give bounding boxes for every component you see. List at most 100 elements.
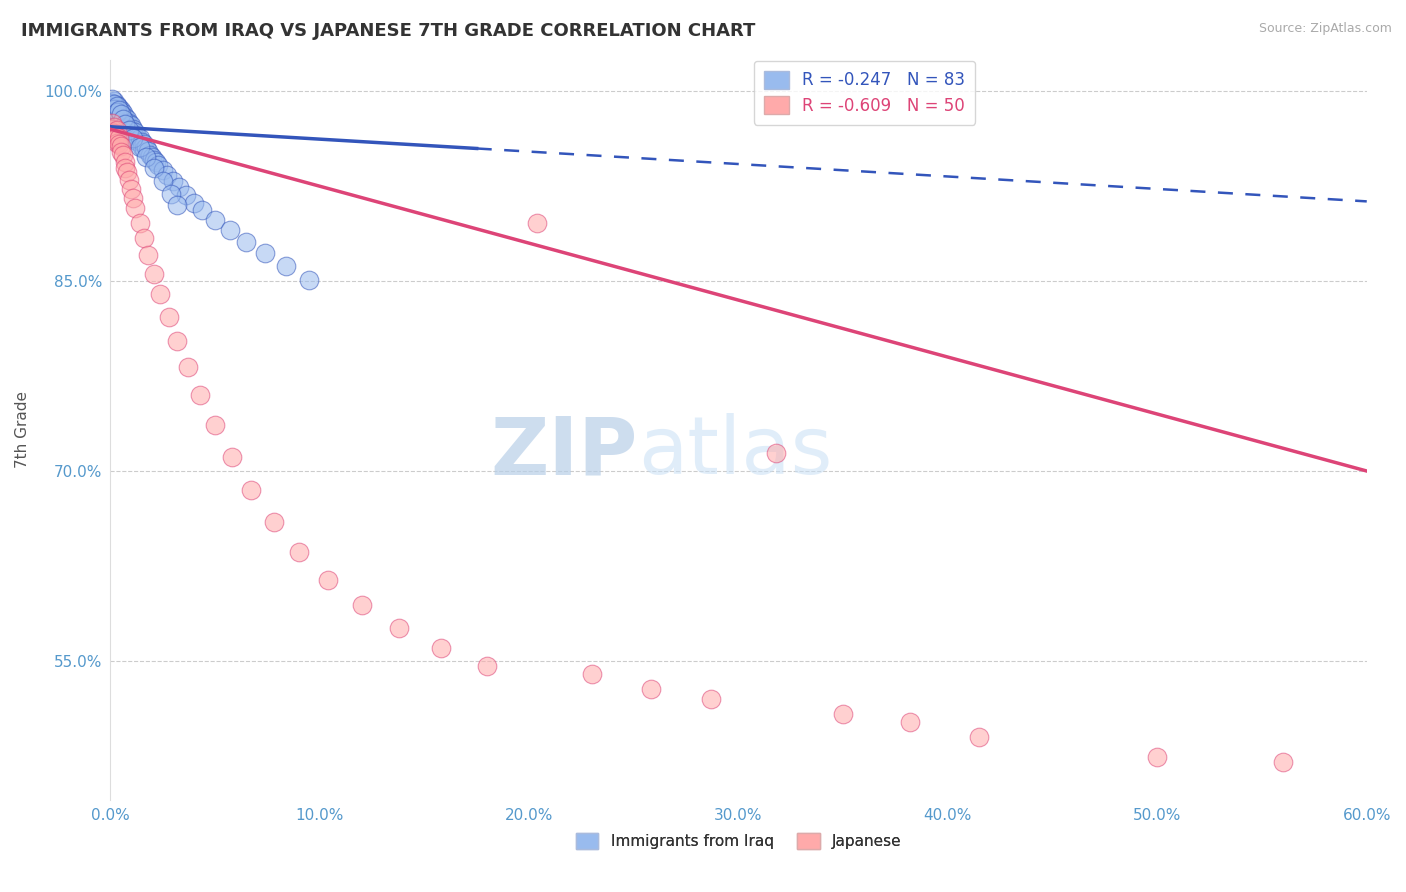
Point (103, 96, 125, 111)
Point (141, 150, 163, 164)
Point (477, 659, 499, 673)
Point (105, 99, 128, 113)
Point (110, 103, 132, 118)
Point (221, 450, 243, 464)
Point (120, 119, 142, 133)
Point (120, 123, 142, 137)
Point (700, 691, 723, 706)
Point (430, 641, 453, 656)
Point (526, 216, 548, 230)
Point (152, 162, 174, 177)
Point (105, 98, 128, 112)
Point (898, 714, 921, 729)
Point (239, 483, 262, 497)
Point (101, 92, 124, 106)
Point (183, 195, 205, 210)
Point (148, 158, 170, 172)
Point (114, 155, 136, 169)
Point (103, 120, 125, 134)
Point (105, 103, 128, 118)
Point (832, 707, 855, 722)
Point (101, 96, 124, 111)
Point (135, 150, 157, 164)
Point (131, 135, 153, 149)
Point (122, 122, 145, 136)
Point (169, 180, 191, 194)
Point (111, 112, 134, 127)
Point (107, 101, 129, 115)
Point (101, 122, 124, 136)
Point (263, 515, 285, 529)
Point (118, 173, 141, 187)
Point (127, 128, 149, 143)
Point (105, 119, 128, 133)
Point (120, 182, 142, 196)
Point (122, 128, 145, 142)
Point (122, 131, 145, 145)
Point (105, 123, 128, 137)
Point (287, 545, 309, 559)
Point (105, 108, 128, 122)
Point (1272, 755, 1295, 769)
Point (110, 113, 132, 128)
Point (105, 104, 128, 119)
Point (174, 188, 197, 202)
Point (101, 103, 124, 118)
Point (101, 116, 124, 130)
Point (350, 598, 373, 612)
Point (218, 223, 240, 237)
Point (135, 140, 157, 154)
Point (107, 111, 129, 125)
Point (111, 105, 134, 120)
Point (166, 334, 188, 348)
Point (118, 123, 141, 137)
Point (127, 134, 149, 148)
Point (131, 140, 153, 154)
Point (191, 203, 214, 218)
Point (143, 267, 166, 281)
Point (111, 111, 134, 125)
Y-axis label: 7th Grade: 7th Grade (15, 392, 30, 468)
Point (114, 117, 136, 131)
Point (581, 666, 603, 681)
Point (120, 128, 142, 143)
Text: IMMIGRANTS FROM IRAQ VS JAPANESE 7TH GRADE CORRELATION CHART: IMMIGRANTS FROM IRAQ VS JAPANESE 7TH GRA… (21, 22, 755, 40)
Point (152, 174, 174, 188)
Text: ZIP: ZIP (491, 413, 638, 491)
Point (1146, 750, 1168, 764)
Point (124, 129, 146, 144)
Point (103, 126, 125, 140)
Point (128, 131, 150, 145)
Point (136, 247, 159, 261)
Point (132, 143, 155, 157)
Point (115, 116, 138, 130)
Point (156, 168, 179, 182)
Point (118, 120, 141, 135)
Point (143, 161, 166, 176)
Point (114, 161, 136, 176)
Point (132, 137, 155, 152)
Point (107, 103, 129, 118)
Point (765, 446, 787, 460)
Point (110, 107, 132, 121)
Point (143, 153, 166, 167)
Point (110, 108, 132, 122)
Point (115, 112, 138, 127)
Point (114, 114, 136, 128)
Point (103, 114, 125, 128)
Point (110, 145, 132, 159)
Point (118, 116, 141, 130)
Point (162, 174, 184, 188)
Point (115, 165, 138, 179)
Point (103, 110, 125, 124)
Point (235, 235, 257, 249)
Point (188, 388, 211, 402)
Point (124, 201, 146, 215)
Point (101, 107, 124, 121)
Point (177, 360, 200, 375)
Point (316, 573, 339, 587)
Point (111, 116, 134, 130)
Text: atlas: atlas (638, 413, 832, 491)
Point (105, 113, 128, 128)
Point (103, 104, 125, 119)
